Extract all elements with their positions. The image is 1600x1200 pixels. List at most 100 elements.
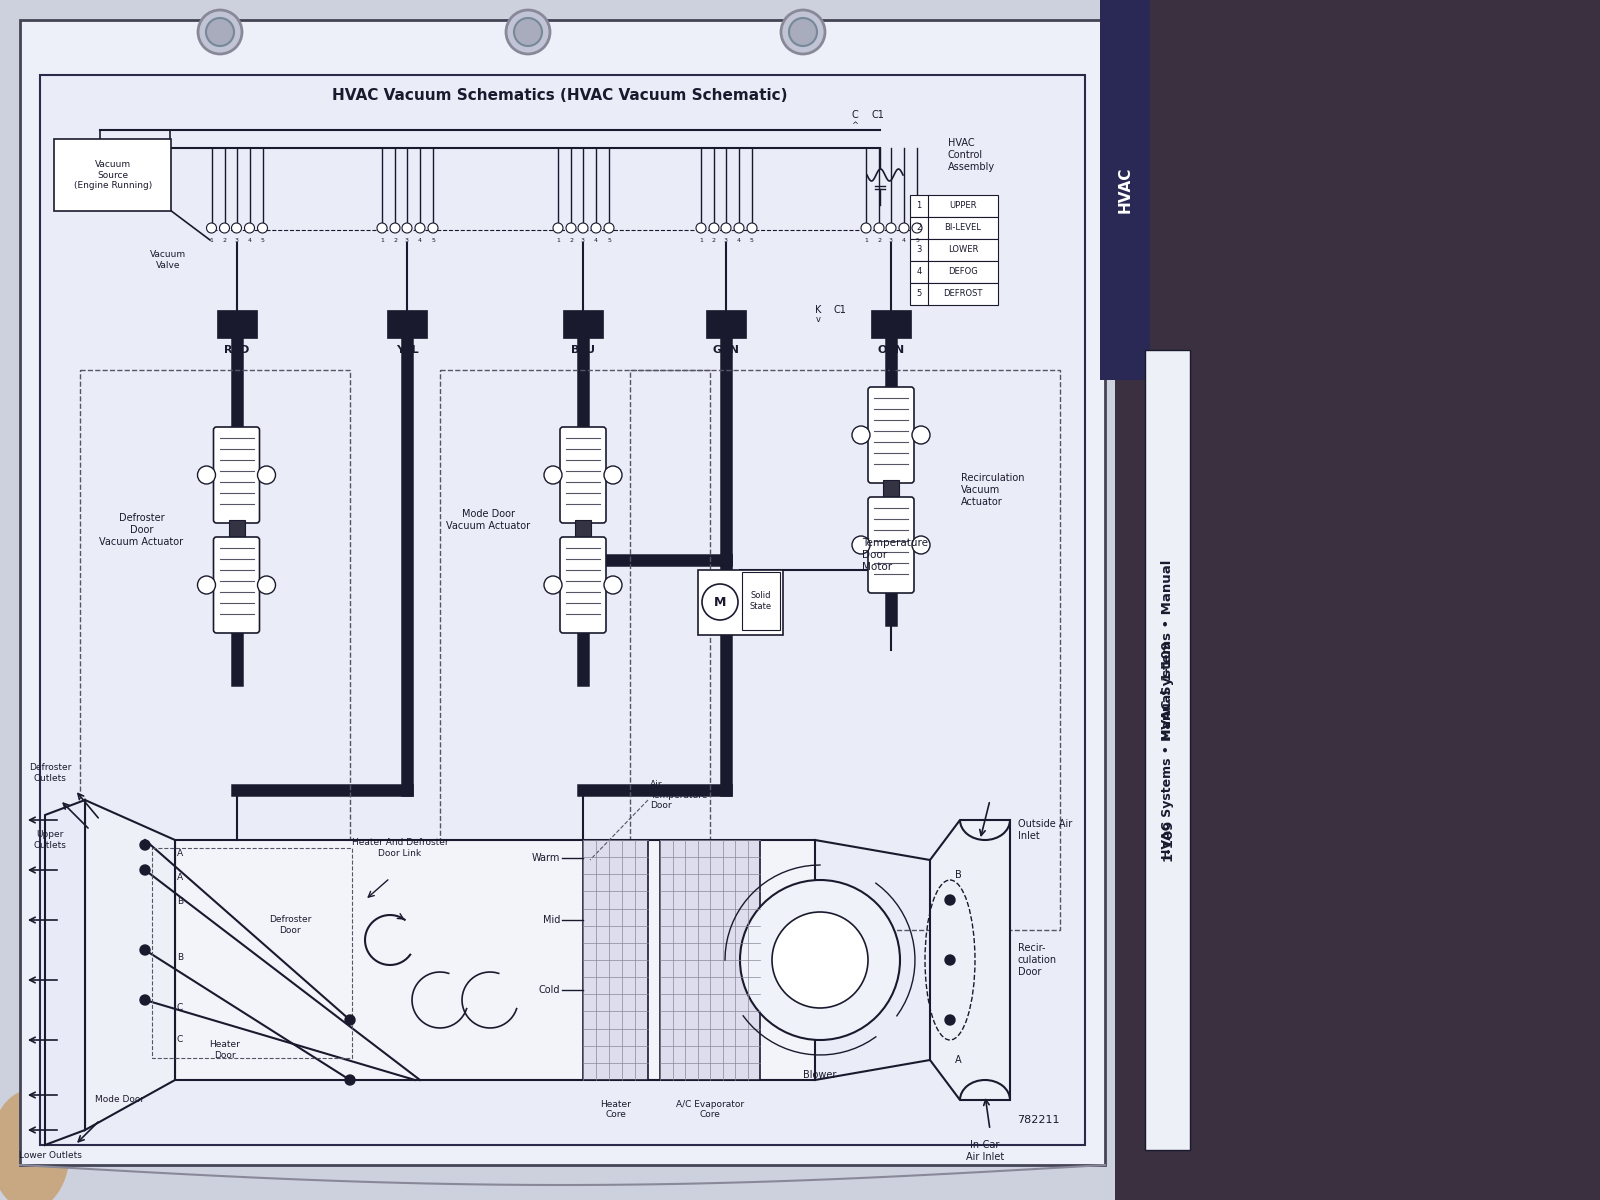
Text: 5: 5 (430, 239, 435, 244)
Bar (152, 848, 352, 1058)
Bar (80, 370, 350, 870)
FancyBboxPatch shape (560, 538, 606, 634)
Text: 4: 4 (594, 239, 598, 244)
Text: B: B (178, 898, 182, 906)
Polygon shape (45, 800, 85, 1145)
Bar (574, 520, 590, 540)
Text: HVAC: HVAC (1117, 167, 1133, 214)
Circle shape (912, 426, 930, 444)
Text: C: C (178, 1003, 182, 1013)
Circle shape (853, 426, 870, 444)
Circle shape (874, 223, 885, 233)
Text: 4: 4 (248, 239, 251, 244)
Bar (910, 217, 998, 239)
Circle shape (206, 223, 216, 233)
Text: Defroster
Door: Defroster Door (269, 916, 310, 935)
Text: 1: 1 (210, 239, 213, 244)
Circle shape (141, 865, 150, 875)
Circle shape (912, 223, 922, 233)
Circle shape (346, 1015, 355, 1025)
Circle shape (232, 223, 242, 233)
Text: HVAC Systems • Manual  1-109: HVAC Systems • Manual 1-109 (1162, 641, 1174, 859)
Circle shape (245, 223, 254, 233)
Text: Heater
Core: Heater Core (600, 1100, 630, 1120)
Text: v: v (816, 316, 821, 324)
Text: DEFOG: DEFOG (949, 268, 978, 276)
Circle shape (544, 466, 562, 484)
FancyBboxPatch shape (869, 386, 914, 482)
Text: 2: 2 (877, 239, 882, 244)
Circle shape (378, 223, 387, 233)
Text: Lower Outlets: Lower Outlets (19, 1151, 82, 1159)
Text: Mode Door: Mode Door (96, 1096, 144, 1104)
Text: Warm: Warm (531, 853, 560, 863)
Text: Mid: Mid (542, 914, 560, 925)
Circle shape (258, 223, 267, 233)
Text: LOWER: LOWER (947, 246, 978, 254)
Circle shape (141, 946, 150, 955)
Circle shape (861, 223, 870, 233)
Circle shape (722, 223, 731, 233)
Bar (582, 840, 648, 1080)
Text: 2: 2 (917, 223, 922, 233)
Circle shape (219, 223, 229, 233)
Text: Upper
Outlets: Upper Outlets (34, 830, 67, 850)
Text: 1: 1 (864, 239, 867, 244)
Text: C: C (851, 110, 858, 120)
Circle shape (346, 1075, 355, 1085)
Text: C: C (178, 1036, 182, 1044)
Circle shape (946, 1015, 955, 1025)
Circle shape (899, 223, 909, 233)
Text: Defroster
Outlets: Defroster Outlets (29, 763, 70, 782)
Circle shape (946, 895, 955, 905)
Text: B: B (178, 954, 182, 962)
Bar (229, 520, 245, 540)
Text: 4: 4 (902, 239, 906, 244)
Text: 3: 3 (405, 239, 410, 244)
Text: 3: 3 (917, 246, 922, 254)
Bar (910, 260, 998, 283)
Text: Recirculation
Vacuum
Actuator: Recirculation Vacuum Actuator (962, 473, 1024, 506)
Text: B: B (955, 870, 962, 880)
Text: 1: 1 (917, 202, 922, 210)
Text: HVAC
Control
Assembly: HVAC Control Assembly (947, 138, 995, 172)
Circle shape (390, 223, 400, 233)
Text: 2: 2 (712, 239, 717, 244)
Bar (216, 310, 256, 338)
Circle shape (739, 880, 899, 1040)
Bar (440, 370, 710, 870)
Text: 2: 2 (394, 239, 397, 244)
Bar (1115, 0, 1600, 1200)
Bar (870, 310, 910, 338)
FancyBboxPatch shape (54, 139, 171, 211)
Circle shape (402, 223, 413, 233)
Bar (40, 74, 1085, 1145)
Circle shape (946, 955, 955, 965)
Circle shape (605, 223, 614, 233)
Text: Temperature
Door
Motor: Temperature Door Motor (862, 539, 928, 571)
Text: 4: 4 (738, 239, 741, 244)
Circle shape (258, 576, 275, 594)
Circle shape (605, 576, 622, 594)
Bar (698, 570, 782, 635)
Text: HVAC Systems • Manual: HVAC Systems • Manual (1162, 560, 1174, 740)
Bar (19, 20, 1106, 1165)
Bar (883, 480, 899, 500)
Text: 3: 3 (890, 239, 893, 244)
FancyBboxPatch shape (560, 427, 606, 523)
Text: Outside Air
Inlet: Outside Air Inlet (1018, 820, 1072, 841)
Polygon shape (85, 800, 174, 1130)
Circle shape (544, 576, 562, 594)
Text: BLU: BLU (571, 346, 595, 355)
Text: Vacuum
Source
(Engine Running): Vacuum Source (Engine Running) (74, 160, 152, 190)
Circle shape (141, 840, 150, 850)
Circle shape (709, 223, 718, 233)
Text: 782211: 782211 (1018, 1115, 1059, 1126)
Circle shape (514, 18, 542, 46)
Circle shape (258, 466, 275, 484)
Circle shape (771, 912, 867, 1008)
Bar (742, 572, 781, 630)
Circle shape (886, 223, 896, 233)
Circle shape (696, 223, 706, 233)
Text: YEL: YEL (395, 346, 418, 355)
